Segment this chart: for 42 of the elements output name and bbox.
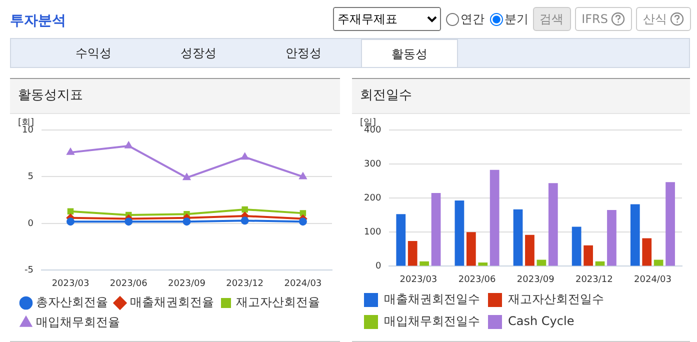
dropdown: 주재무제표 xyxy=(332,7,441,31)
text: 수익성 xyxy=(74,45,112,62)
legend-label: 매출채권회전일수 xyxy=(384,292,480,306)
text: 투자분석 xyxy=(10,12,66,30)
text: 분기 xyxy=(504,10,529,28)
y-tick-label: 300 xyxy=(364,159,382,170)
legend-label: 매출채권회전율 xyxy=(130,295,214,310)
legend-label: 매입채무회전일수 xyxy=(384,314,480,328)
x-tick-label: 2023/09 xyxy=(168,278,206,289)
text: 검색 xyxy=(532,7,571,31)
legend-label: 재고자산회전율 xyxy=(236,295,320,310)
text: 안정성 xyxy=(284,45,322,62)
chart-title: 회전일수 xyxy=(352,79,690,114)
legend-label: 총자산회전율 xyxy=(36,295,108,310)
legend-label: Cash Cycle xyxy=(508,314,574,328)
y-tick-label: 10 xyxy=(22,125,34,136)
y-axis-title: [일] xyxy=(360,118,376,128)
x-tick-label: 2023/03 xyxy=(400,274,438,285)
x-tick-label: 2023/06 xyxy=(458,274,496,285)
x-tick-label: 2023/12 xyxy=(226,278,264,289)
chart-title: 활동성지표 xyxy=(10,79,340,114)
text: 산식 xyxy=(636,7,691,31)
text: IFRS xyxy=(574,7,632,31)
y-tick-label: 400 xyxy=(364,125,382,136)
x-tick-label: 2023/06 xyxy=(110,278,148,289)
x-tick-label: 2023/03 xyxy=(52,278,90,289)
y-tick-label: 5 xyxy=(28,172,34,182)
y-tick-label: 0 xyxy=(375,262,382,272)
y-tick-label: 200 xyxy=(364,193,382,204)
legend-label: 재고자산회전일수 xyxy=(508,292,604,306)
y-tick-label: -5 xyxy=(24,266,34,276)
x-tick-label: 2023/09 xyxy=(516,274,555,285)
y-tick-label: 0 xyxy=(28,218,34,229)
x-tick-label: 2024/03 xyxy=(284,278,322,289)
text: 활동성 xyxy=(361,39,458,67)
text: 연간 xyxy=(460,10,485,28)
y-tick-label: 100 xyxy=(364,227,382,238)
x-tick-label: 2023/12 xyxy=(575,274,613,285)
x-tick-label: 2024/03 xyxy=(634,274,672,285)
y-axis-title: [회] xyxy=(18,118,34,128)
text: 성장성 xyxy=(180,45,218,62)
legend-label: 매입채무회전율 xyxy=(36,315,120,330)
